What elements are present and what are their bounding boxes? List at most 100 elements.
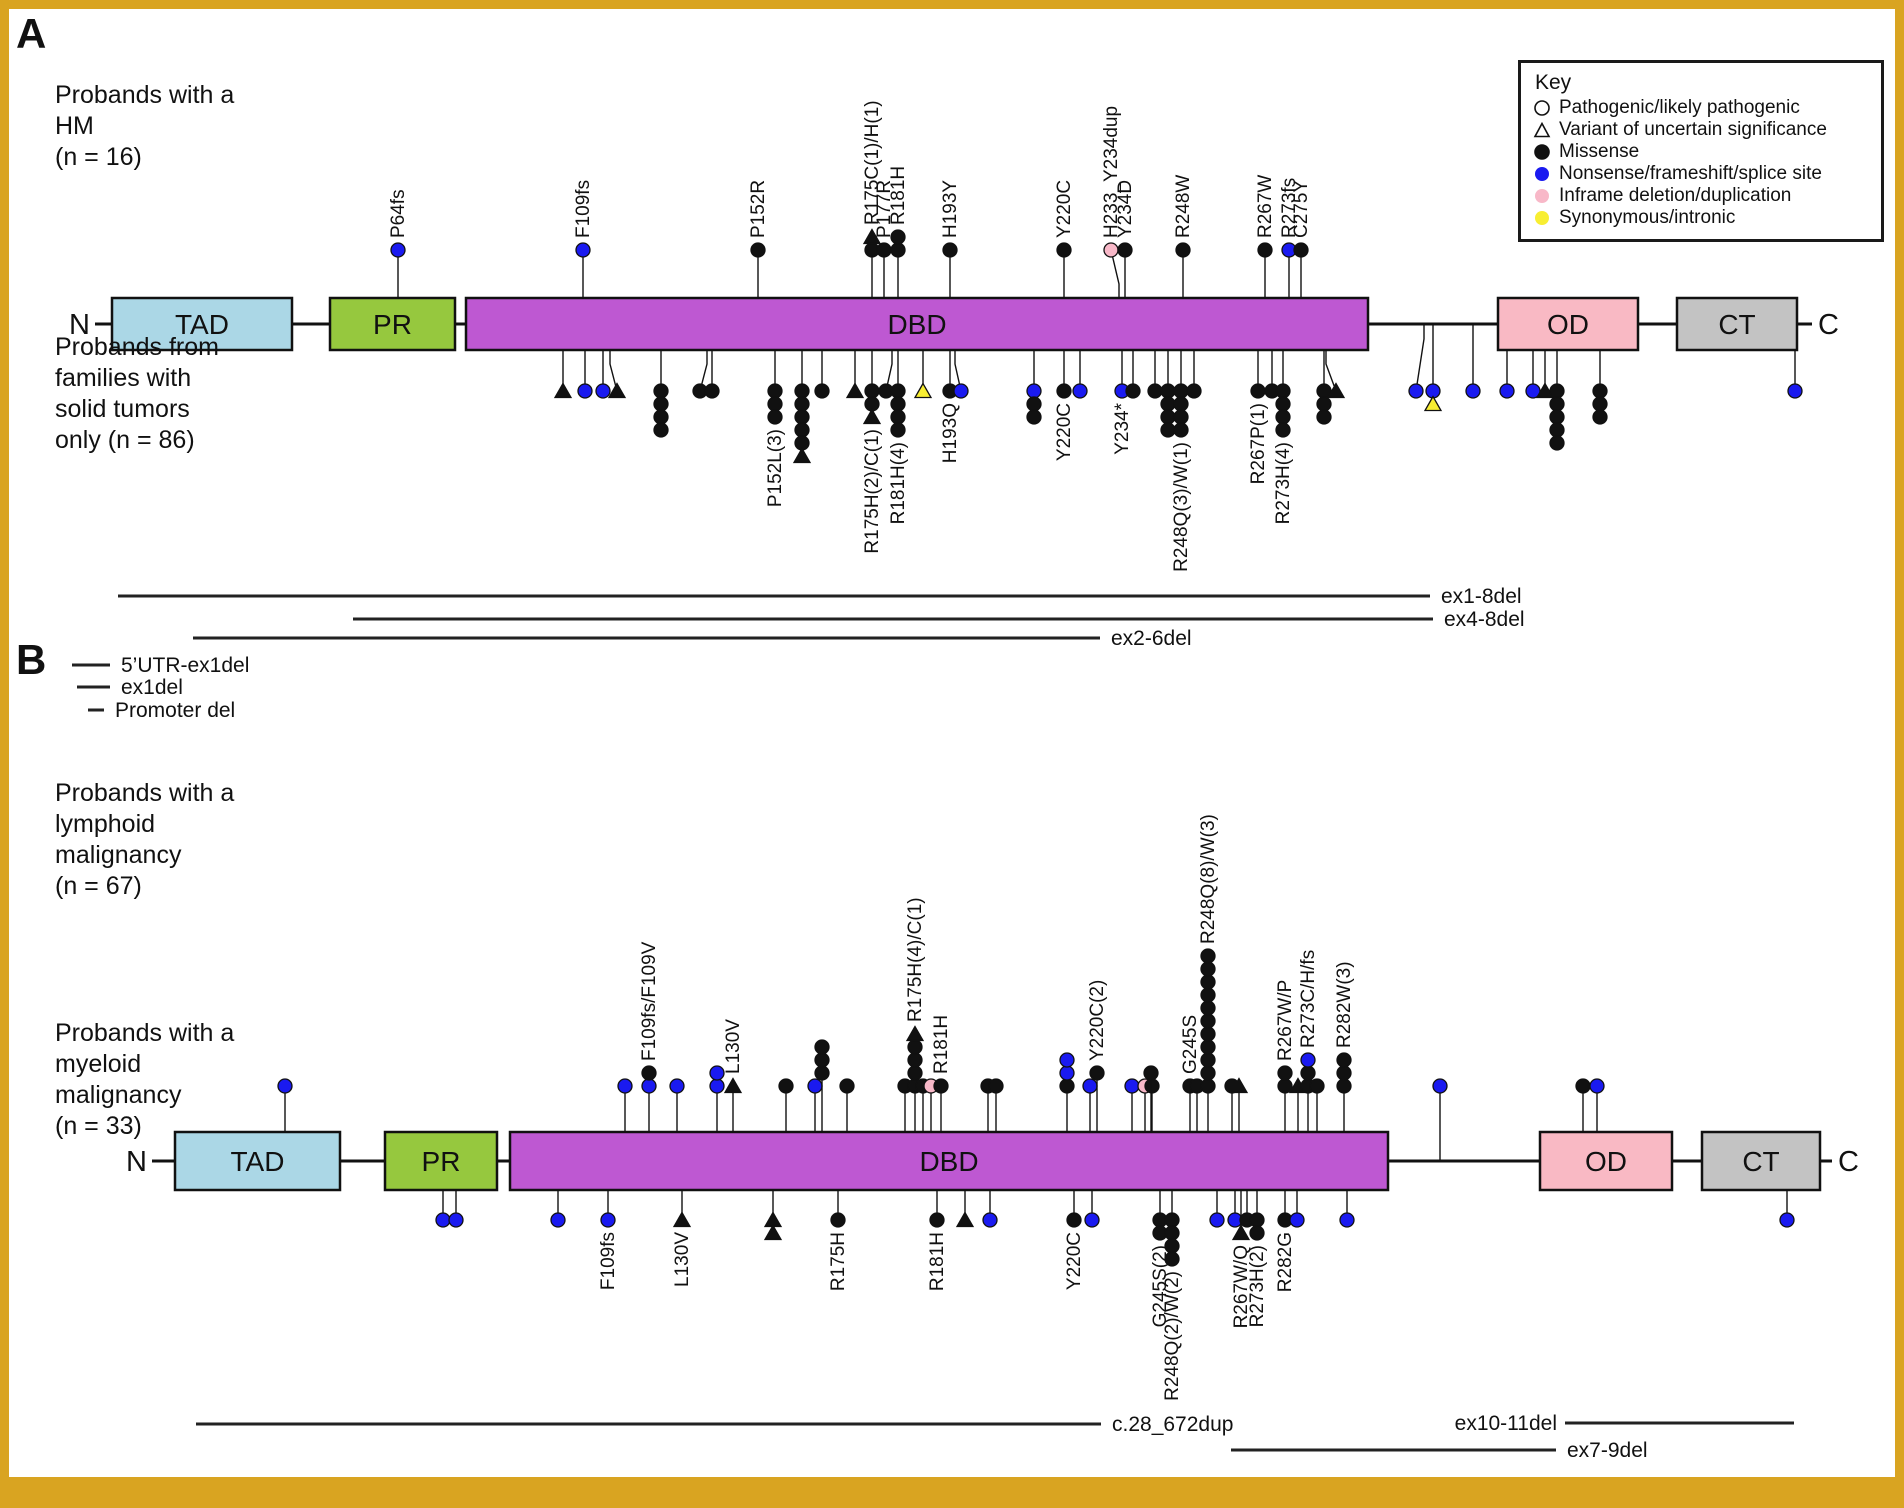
marker-missense: [1549, 435, 1565, 451]
marker-missense: [1164, 1238, 1180, 1254]
variant-label: R282W(3): [1334, 961, 1355, 1048]
marker-missense: [653, 396, 669, 412]
deletion-label: ex1del: [121, 676, 183, 699]
marker-vus: [672, 1211, 692, 1228]
marker-inframe-indel: [1103, 242, 1119, 258]
marker-missense: [814, 1039, 830, 1055]
lollipop-stem: [1110, 249, 1120, 298]
marker-missense: [890, 383, 906, 399]
key-item: Missense: [1533, 141, 1869, 163]
marker-missense: [929, 1212, 945, 1228]
marker-missense: [830, 1212, 846, 1228]
variant-label: R282G: [1275, 1232, 1296, 1292]
marker-missense: [653, 383, 669, 399]
group-label-line: Probands from: [55, 333, 219, 361]
marker-nonsense-frameshift: [595, 383, 611, 399]
marker-vus: [763, 1224, 783, 1241]
domain-label-CT: CT: [1718, 309, 1755, 340]
variant-label: R181H(4): [888, 442, 909, 524]
marker-vus: [845, 382, 865, 399]
variant-label: R273H(2): [1247, 1245, 1268, 1327]
group-label-line: solid tumors: [55, 395, 190, 423]
open-triangle-icon: [1533, 121, 1551, 138]
deletion-label: ex10-11del: [1455, 1412, 1557, 1435]
marker-missense: [1200, 1026, 1216, 1042]
marker-nonsense-frameshift: [1589, 1078, 1605, 1094]
group-label-line: families with: [55, 364, 192, 392]
variant-label: R267W/P: [1275, 980, 1296, 1061]
marker-missense: [1200, 1013, 1216, 1029]
marker-nonsense-frameshift: [1339, 1212, 1355, 1228]
marker-missense: [1549, 409, 1565, 425]
marker-missense: [1026, 396, 1042, 412]
key-item: Synonymous/intronic: [1533, 207, 1869, 229]
marker-vus: [862, 408, 882, 425]
marker-missense: [1160, 422, 1176, 438]
marker-nonsense-frameshift: [641, 1078, 657, 1094]
marker-nonsense-frameshift: [807, 1078, 823, 1094]
deletion-label: Promoter del: [115, 699, 235, 722]
variant-label: Y220C: [1064, 1232, 1085, 1290]
group-label-line: malignancy: [55, 841, 182, 869]
marker-nonsense-frameshift: [1465, 383, 1481, 399]
key-marker-shape: [1535, 211, 1549, 225]
lollipop-stem: [1325, 350, 1337, 392]
key-items: Pathogenic/likely pathogenic Variant of u…: [1533, 97, 1869, 229]
marker-missense: [1249, 1225, 1265, 1241]
marker-missense: [1549, 396, 1565, 412]
marker-missense: [1089, 1065, 1105, 1081]
panel-B: N C TAD PR DBD OD CT F109fs/F109V L130V R175H(4)/…: [126, 814, 1859, 1462]
marker-vus: [607, 382, 627, 399]
marker-nonsense-frameshift: [1084, 1212, 1100, 1228]
variant-label: H193Y: [940, 180, 961, 238]
marker-missense: [653, 409, 669, 425]
key-item: Inframe deletion/duplication: [1533, 185, 1869, 207]
key-marker-shape: [1535, 167, 1549, 181]
marker-nonsense-frameshift: [1779, 1212, 1795, 1228]
marker-nonsense-frameshift: [1289, 1212, 1305, 1228]
marker-missense: [1257, 242, 1273, 258]
marker-vus: [723, 1077, 743, 1094]
variant-label: L130V: [723, 1019, 744, 1074]
variant-label: R181H: [931, 1015, 952, 1074]
marker-missense: [767, 396, 783, 412]
variant-label: L130V: [672, 1232, 693, 1287]
marker-missense: [1200, 1052, 1216, 1068]
marker-missense: [1164, 1212, 1180, 1228]
marker-missense: [1275, 396, 1291, 412]
domain-label-PR: PR: [422, 1146, 461, 1177]
group-label-line: Probands with a: [55, 81, 235, 109]
marker-nonsense-frameshift: [390, 242, 406, 258]
variant-label: F109fs: [598, 1232, 619, 1290]
marker-missense: [876, 242, 892, 258]
marker-missense: [1592, 383, 1608, 399]
domain-label-TAD: TAD: [231, 1146, 285, 1177]
circle-yellow-icon: [1535, 211, 1549, 225]
variant-label: F109fs: [573, 180, 594, 238]
marker-missense: [1056, 242, 1072, 258]
marker-nonsense-frameshift: [1072, 383, 1088, 399]
domain-box-DBD: [464, 296, 1370, 352]
marker-missense: [641, 1065, 657, 1081]
variant-label: R181H: [888, 166, 909, 225]
key-item-label: Synonymous/intronic: [1559, 207, 1736, 228]
panel-b-letter: B: [16, 636, 47, 683]
marker-missense: [1316, 396, 1332, 412]
marker-missense: [839, 1078, 855, 1094]
marker-missense: [907, 1039, 923, 1055]
marker-vus: [1326, 382, 1346, 399]
marker-missense: [704, 383, 720, 399]
domain-label-CT: CT: [1742, 1146, 1779, 1177]
key-marker-shape: [1533, 121, 1551, 138]
marker-nonsense-frameshift: [709, 1065, 725, 1081]
group-label-line: (n = 16): [55, 143, 142, 171]
marker-vus: [1535, 382, 1555, 399]
marker-missense: [1300, 1065, 1316, 1081]
marker-missense: [1173, 409, 1189, 425]
key-item-label: Pathogenic/likely pathogenic: [1559, 97, 1800, 118]
key-item-label: Missense: [1559, 141, 1640, 162]
marker-missense: [1575, 1078, 1591, 1094]
marker-missense: [1549, 383, 1565, 399]
